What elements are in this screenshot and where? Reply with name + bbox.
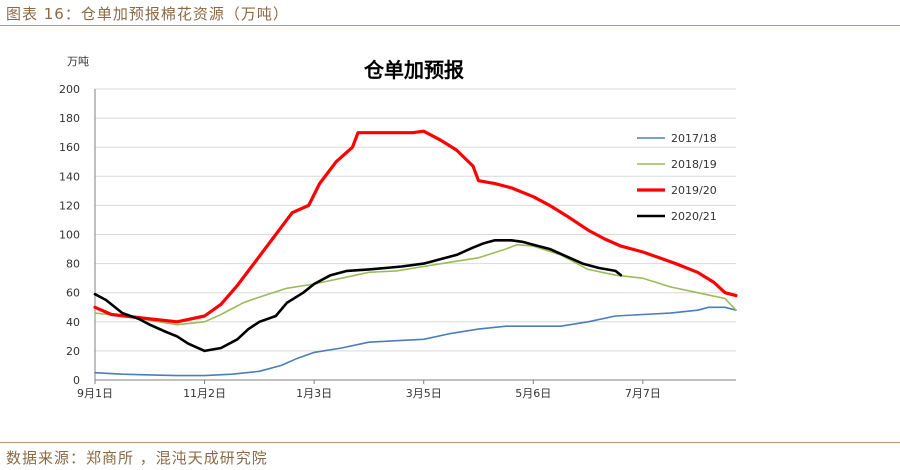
source-note: 数据来源：郑商所 ，混沌天成研究院 (6, 449, 268, 467)
legend: 2017/18 2018/19 2019/20 2020/21 (637, 132, 717, 223)
series-line-2020/21 (93, 239, 623, 353)
y-tick-label: 40 (66, 316, 80, 329)
y-tick-label: 160 (59, 141, 80, 154)
y-tick-label: 80 (66, 258, 80, 271)
y-tick-label: 20 (66, 345, 80, 358)
legend-label: 2017/18 (671, 132, 717, 145)
series-lines (93, 129, 738, 377)
y-axis-unit-label: 万吨 (67, 55, 89, 68)
caption-rule (0, 25, 900, 26)
x-tick-label: 11月2日 (183, 387, 226, 400)
figure-caption: 图表 16：仓单加预报棉花资源（万吨） (6, 5, 289, 23)
x-tick-label: 7月7日 (625, 387, 661, 400)
legend-label: 2020/21 (671, 210, 717, 223)
x-tick-label: 9月1日 (77, 387, 113, 400)
series-line-2017/18 (94, 306, 737, 377)
line-chart: 仓单加预报 万吨 0 20 40 60 80 100 120 140 160 180 200 9月1… (59, 55, 738, 400)
legend-label: 2019/20 (671, 184, 717, 197)
y-axis-tick-labels: 0 20 40 60 80 100 120 140 160 180 200 (59, 83, 80, 387)
x-axis-tick-labels: 9月1日 11月2日 1月3日 3月5日 5月6日 7月7日 (77, 380, 661, 400)
chart-title: 仓单加预报 (363, 58, 464, 82)
x-tick-label: 3月5日 (406, 387, 442, 400)
y-tick-label: 200 (59, 83, 80, 96)
x-tick-label: 1月3日 (296, 387, 332, 400)
y-tick-label: 100 (59, 229, 80, 242)
x-tick-label: 5月6日 (515, 387, 551, 400)
legend-label: 2018/19 (671, 158, 717, 171)
y-tick-label: 140 (59, 170, 80, 183)
series-line-2018/19 (94, 243, 737, 326)
series-line-2019/20 (93, 129, 738, 324)
source-rule (0, 442, 900, 443)
y-tick-label: 180 (59, 112, 80, 125)
y-tick-label: 60 (66, 287, 80, 300)
y-tick-label: 120 (59, 199, 80, 212)
y-tick-label: 0 (73, 374, 80, 387)
